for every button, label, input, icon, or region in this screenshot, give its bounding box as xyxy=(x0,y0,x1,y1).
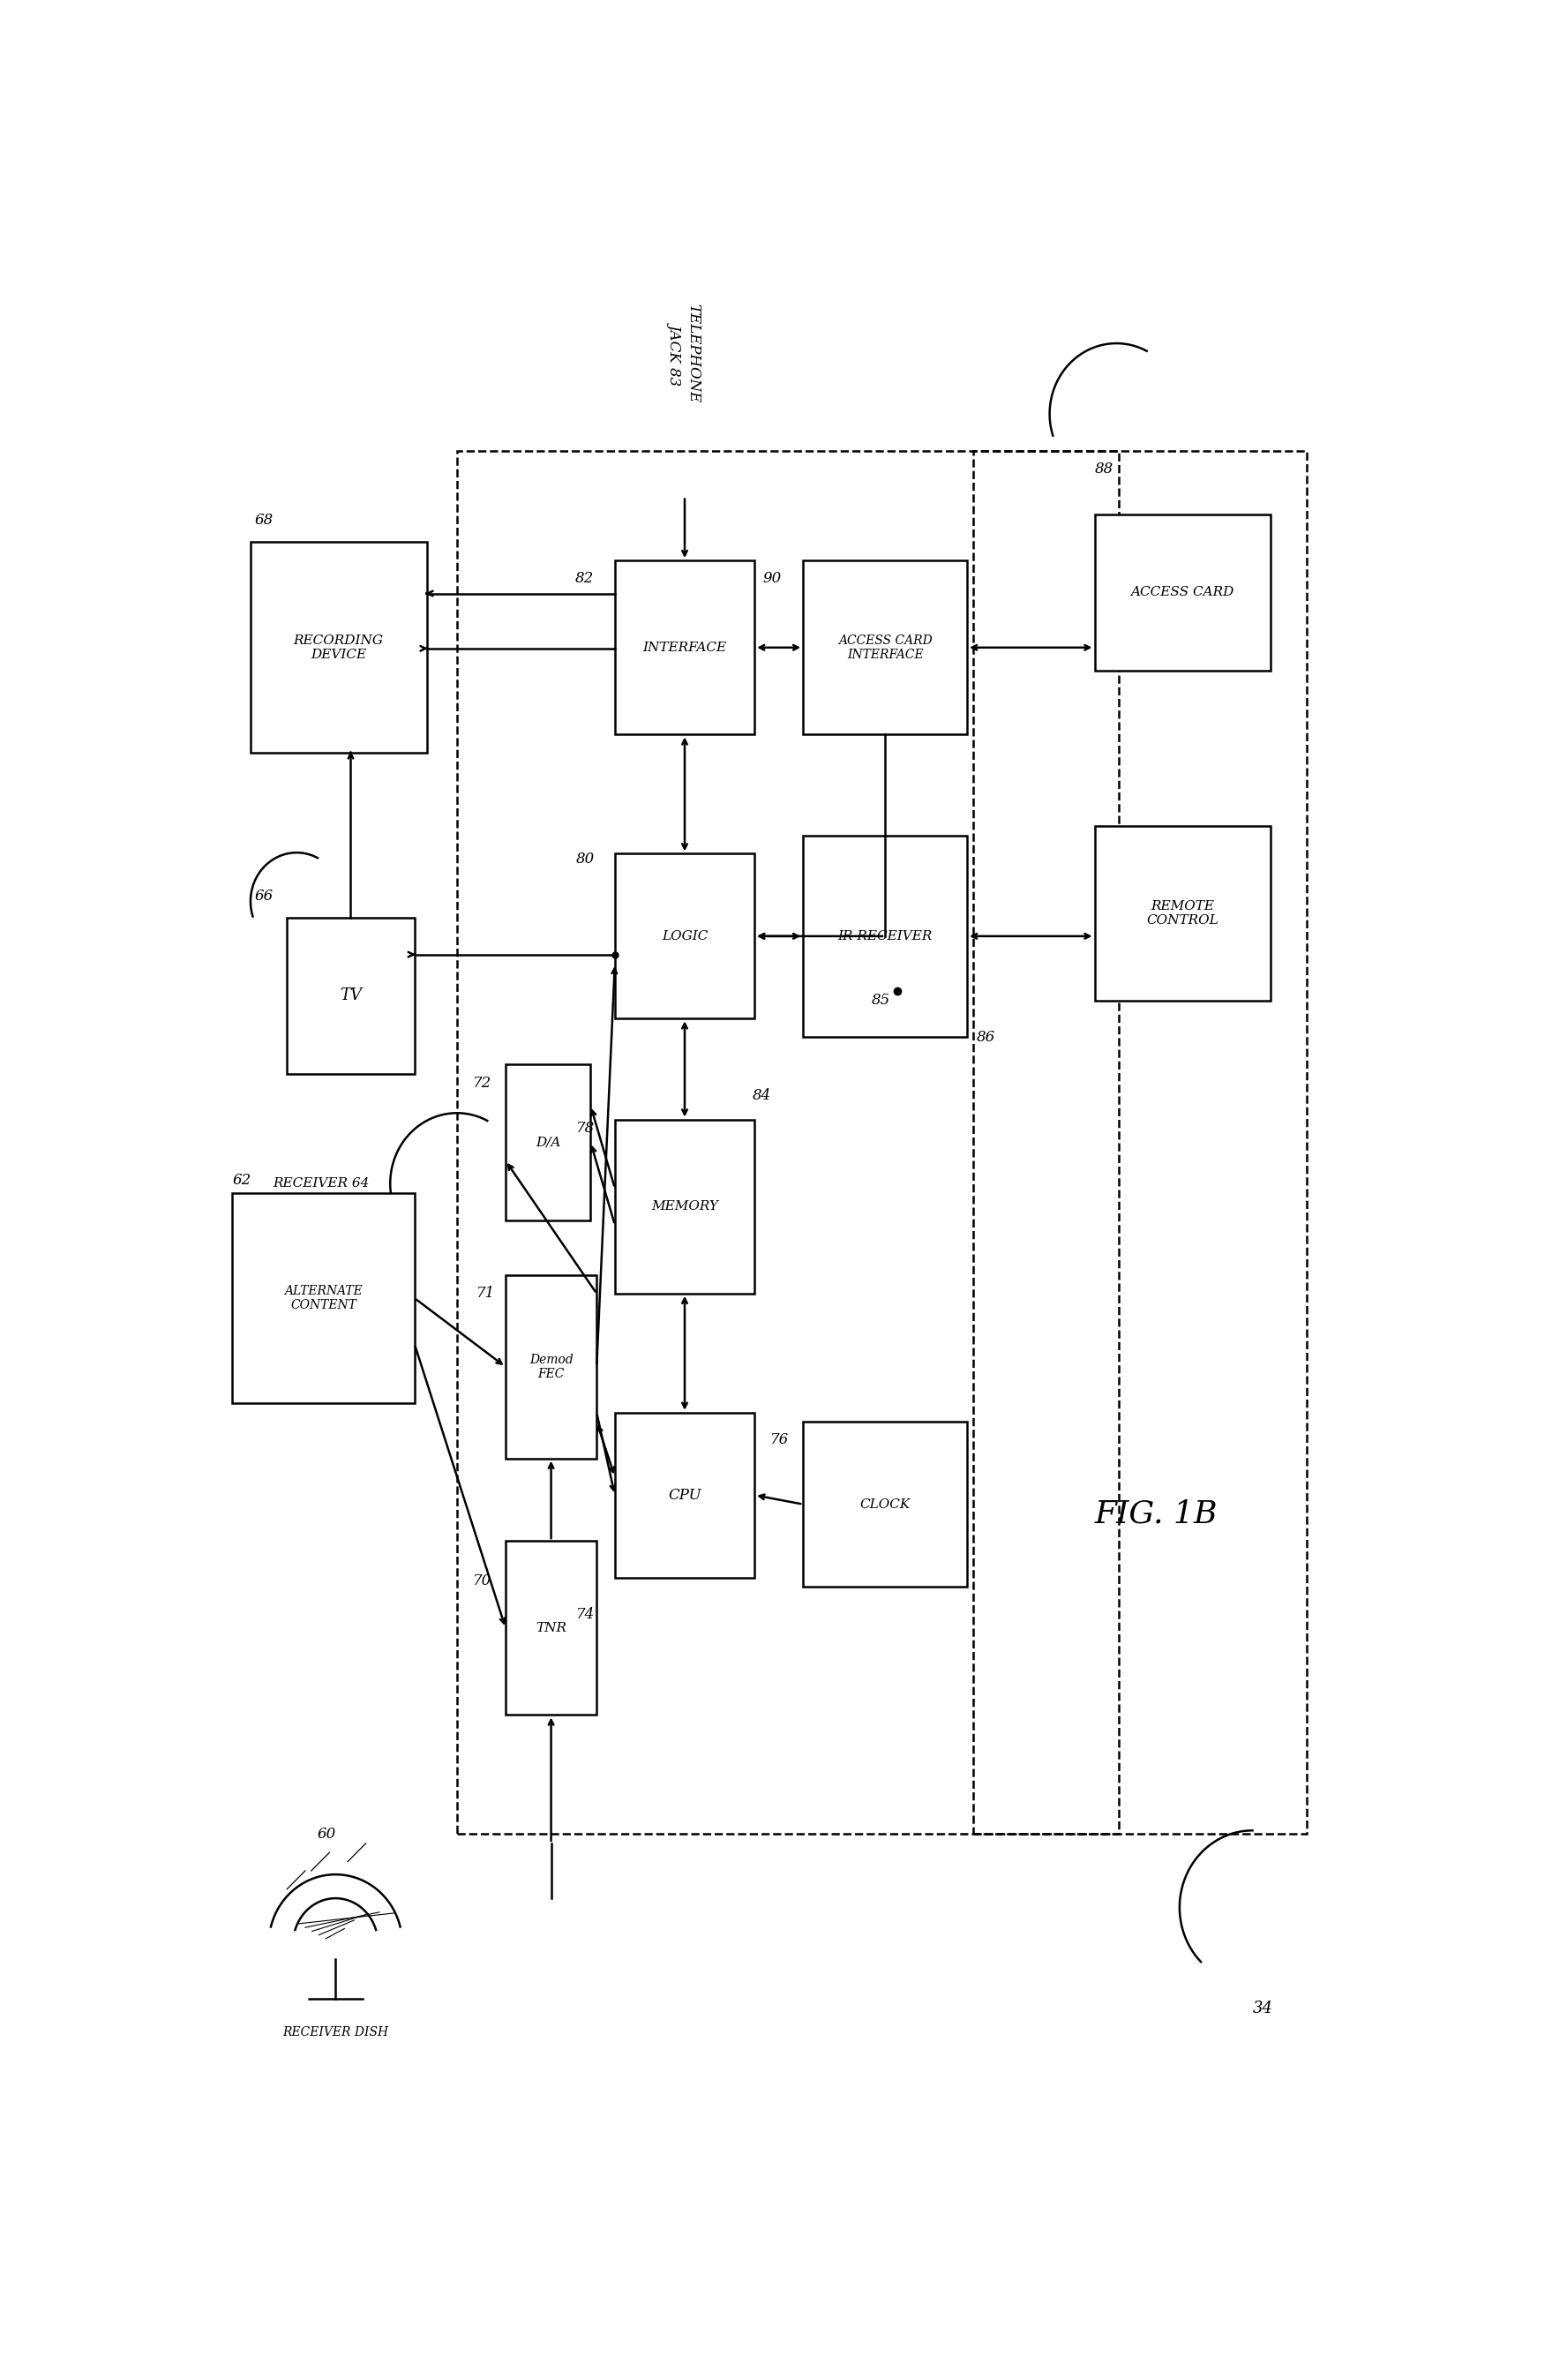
Text: ACCESS CARD
INTERFACE: ACCESS CARD INTERFACE xyxy=(838,633,932,662)
Text: 74: 74 xyxy=(577,1606,595,1621)
Bar xyxy=(802,562,967,735)
Text: RECEIVER 64: RECEIVER 64 xyxy=(273,1178,370,1190)
Text: TV: TV xyxy=(340,988,362,1004)
Bar xyxy=(232,1192,414,1404)
Bar xyxy=(973,450,1307,1835)
Text: 66: 66 xyxy=(254,888,273,904)
Bar xyxy=(1094,514,1271,671)
Text: 78: 78 xyxy=(577,1121,595,1135)
Text: 90: 90 xyxy=(763,571,782,585)
Text: FIG. 1B: FIG. 1B xyxy=(1094,1499,1218,1528)
Text: MEMORY: MEMORY xyxy=(652,1200,718,1214)
Text: D/A: D/A xyxy=(536,1135,561,1150)
Bar xyxy=(614,562,755,735)
Bar xyxy=(614,1414,755,1578)
Bar xyxy=(802,835,967,1038)
Bar xyxy=(506,1276,597,1459)
Bar xyxy=(614,854,755,1019)
Text: 72: 72 xyxy=(473,1076,492,1090)
Text: ACCESS CARD: ACCESS CARD xyxy=(1131,585,1235,600)
Text: RECEIVER DISH: RECEIVER DISH xyxy=(282,2028,389,2040)
Text: 62: 62 xyxy=(232,1173,251,1188)
Bar xyxy=(802,1421,967,1587)
Text: 88: 88 xyxy=(1094,462,1113,476)
Bar xyxy=(251,543,426,752)
Text: RECORDING
DEVICE: RECORDING DEVICE xyxy=(293,633,384,662)
Bar xyxy=(287,919,414,1073)
Text: 80: 80 xyxy=(577,852,595,866)
Text: 85: 85 xyxy=(871,992,890,1007)
Text: 84: 84 xyxy=(752,1088,771,1102)
Text: 71: 71 xyxy=(476,1285,495,1302)
Text: TNR: TNR xyxy=(536,1621,567,1635)
Bar xyxy=(458,450,1119,1835)
Text: 60: 60 xyxy=(317,1825,335,1842)
Text: 70: 70 xyxy=(473,1573,492,1590)
Text: TELEPHONE
JACK 83: TELEPHONE JACK 83 xyxy=(669,305,700,402)
Text: Demod
FEC: Demod FEC xyxy=(530,1354,574,1380)
Text: 68: 68 xyxy=(254,512,273,528)
Text: CPU: CPU xyxy=(668,1488,702,1502)
Text: LOGIC: LOGIC xyxy=(661,931,708,942)
Text: IR RECEIVER: IR RECEIVER xyxy=(838,931,932,942)
Bar xyxy=(506,1540,597,1716)
Text: ALTERNATE
CONTENT: ALTERNATE CONTENT xyxy=(284,1285,362,1311)
Text: REMOTE
CONTROL: REMOTE CONTROL xyxy=(1147,900,1219,926)
Bar xyxy=(506,1064,591,1221)
Text: 82: 82 xyxy=(575,571,594,585)
Bar xyxy=(1094,826,1271,1000)
Text: INTERFACE: INTERFACE xyxy=(642,640,727,654)
Text: 76: 76 xyxy=(771,1433,790,1447)
Text: 34: 34 xyxy=(1252,1999,1272,2016)
Text: CLOCK: CLOCK xyxy=(860,1497,910,1511)
Bar xyxy=(614,1119,755,1295)
Text: 86: 86 xyxy=(976,1031,995,1045)
